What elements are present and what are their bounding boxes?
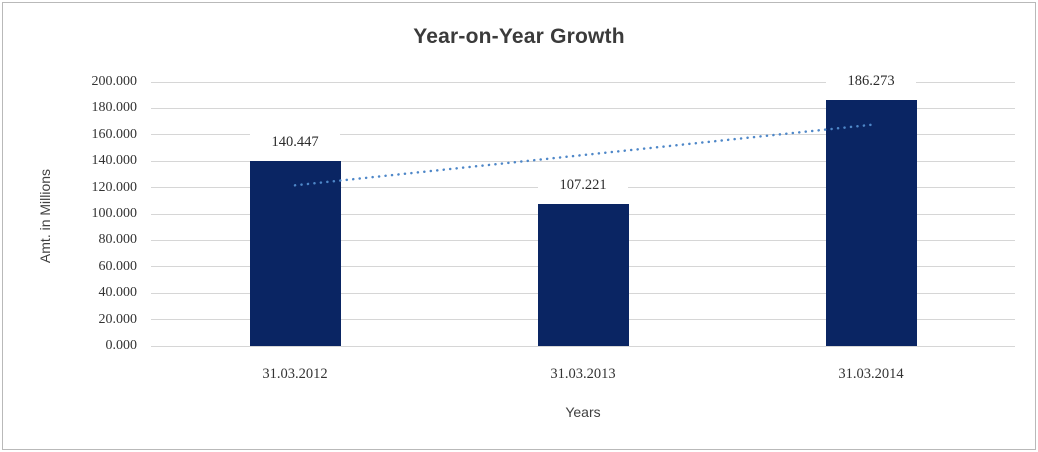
gridline (151, 134, 1015, 136)
plot-area: 140.447 107.221 186.273 (151, 72, 1015, 347)
gridline (151, 107, 1015, 109)
gridline (151, 160, 1015, 162)
bar-data-label: 186.273 (826, 72, 916, 92)
x-category-label: 31.03.2013 (550, 366, 616, 382)
x-category-label: 31.03.2012 (262, 366, 328, 382)
chart-title: Year-on-Year Growth (413, 25, 625, 48)
x-axis-title: Years (565, 404, 601, 420)
y-tick-label: 180.000 (91, 100, 138, 116)
bar (537, 204, 629, 346)
x-category-label: 31.03.2014 (838, 366, 904, 382)
y-tick-label: 80.000 (98, 232, 138, 248)
y-tick-label: 200.000 (91, 74, 138, 89)
y-tick-label: 0.000 (105, 338, 138, 353)
y-tick-label: 100.000 (91, 206, 138, 221)
y-tick-label: 120.000 (91, 179, 138, 195)
gridline (151, 345, 1015, 347)
y-tick-label: 60.000 (98, 258, 138, 274)
bar-data-label: 140.447 (250, 132, 340, 152)
trendline (293, 123, 873, 187)
trendline-path (293, 123, 873, 187)
y-tick-label: 140.000 (91, 153, 138, 169)
y-tick-label: 160.000 (91, 126, 138, 142)
gridline (151, 81, 1015, 83)
y-tick-label: 20.000 (98, 311, 138, 327)
bar (825, 100, 917, 346)
bar-data-label: 107.221 (538, 176, 628, 196)
y-tick-label: 40.000 (98, 285, 138, 301)
bar (249, 160, 341, 346)
